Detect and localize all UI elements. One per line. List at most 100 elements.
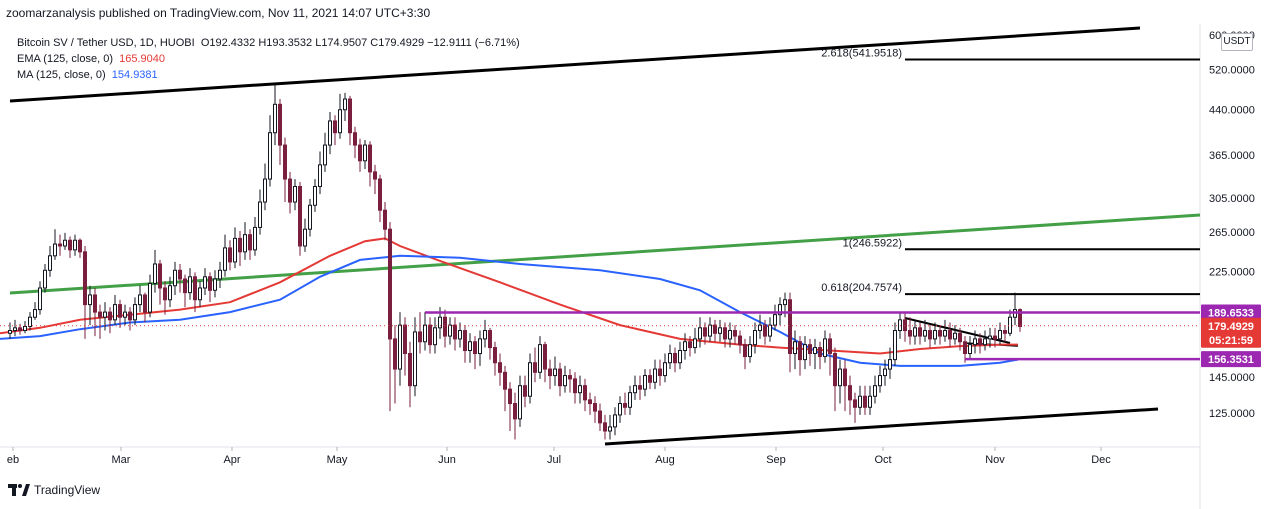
candle[interactable] xyxy=(938,325,942,345)
candle[interactable] xyxy=(973,330,977,354)
candle[interactable] xyxy=(293,179,297,211)
candle[interactable] xyxy=(328,111,332,155)
candle[interactable] xyxy=(743,338,747,370)
candle[interactable] xyxy=(808,338,812,366)
candle[interactable] xyxy=(603,414,607,440)
candle[interactable] xyxy=(208,272,212,303)
candle[interactable] xyxy=(953,325,957,345)
candle[interactable] xyxy=(193,272,197,313)
candle[interactable] xyxy=(978,333,982,354)
candle[interactable] xyxy=(968,336,972,360)
candle[interactable] xyxy=(8,322,12,339)
candle[interactable] xyxy=(893,322,897,366)
candle[interactable] xyxy=(33,302,37,320)
candle[interactable] xyxy=(353,126,357,159)
candle[interactable] xyxy=(983,330,987,351)
candle[interactable] xyxy=(88,285,92,326)
candle[interactable] xyxy=(283,137,287,203)
candle[interactable] xyxy=(778,297,782,326)
candle[interactable] xyxy=(563,365,567,393)
candle[interactable] xyxy=(828,333,832,376)
candle[interactable] xyxy=(23,321,27,334)
candle[interactable] xyxy=(853,392,857,423)
candle[interactable] xyxy=(908,317,912,345)
candle[interactable] xyxy=(858,385,862,415)
candle[interactable] xyxy=(883,359,887,386)
candle[interactable] xyxy=(823,330,827,363)
candle[interactable] xyxy=(558,362,562,397)
candle[interactable] xyxy=(433,317,437,354)
candle[interactable] xyxy=(813,338,817,370)
candle[interactable] xyxy=(948,322,952,348)
candle[interactable] xyxy=(343,92,347,121)
candle[interactable] xyxy=(138,285,142,313)
candle[interactable] xyxy=(818,341,822,370)
triangle-upper-line[interactable] xyxy=(904,317,1011,344)
candle[interactable] xyxy=(768,317,772,342)
candle[interactable] xyxy=(693,327,697,354)
candle[interactable] xyxy=(718,319,722,342)
candle[interactable] xyxy=(638,375,642,400)
candle[interactable] xyxy=(583,378,587,412)
candle[interactable] xyxy=(903,312,907,342)
candle[interactable] xyxy=(388,222,392,412)
candle[interactable] xyxy=(593,396,597,423)
candle[interactable] xyxy=(368,141,372,187)
candle[interactable] xyxy=(298,182,302,256)
candle[interactable] xyxy=(488,327,492,360)
candle[interactable] xyxy=(668,344,672,370)
candle[interactable] xyxy=(863,385,867,415)
candle[interactable] xyxy=(78,238,82,258)
candle[interactable] xyxy=(413,317,417,397)
candle[interactable] xyxy=(888,347,892,379)
candle[interactable] xyxy=(53,229,57,260)
candle[interactable] xyxy=(793,330,797,370)
candle[interactable] xyxy=(538,336,542,379)
candle[interactable] xyxy=(508,382,512,432)
candle[interactable] xyxy=(913,319,917,345)
candle[interactable] xyxy=(543,341,547,383)
candle[interactable] xyxy=(568,369,572,393)
candle[interactable] xyxy=(443,309,447,348)
candle[interactable] xyxy=(308,198,312,237)
candle[interactable] xyxy=(278,99,282,165)
candle[interactable] xyxy=(628,385,632,415)
candle[interactable] xyxy=(548,359,552,390)
candle[interactable] xyxy=(168,276,172,308)
candle[interactable] xyxy=(148,274,152,318)
candle[interactable] xyxy=(843,359,847,412)
candle[interactable] xyxy=(333,115,337,146)
candle[interactable] xyxy=(408,341,412,408)
candle[interactable] xyxy=(338,93,342,139)
candle[interactable] xyxy=(763,319,767,345)
candle[interactable] xyxy=(448,317,452,345)
candle[interactable] xyxy=(838,359,842,404)
upper-channel-line[interactable] xyxy=(9,26,1141,103)
candle[interactable] xyxy=(848,375,852,415)
candle[interactable] xyxy=(958,327,962,351)
candle[interactable] xyxy=(943,319,947,342)
candle[interactable] xyxy=(673,347,677,373)
candle[interactable] xyxy=(993,327,997,348)
candle[interactable] xyxy=(203,268,207,295)
candle[interactable] xyxy=(633,375,637,400)
candle[interactable] xyxy=(678,341,682,370)
candle[interactable] xyxy=(48,245,52,277)
candle[interactable] xyxy=(788,292,792,373)
candle[interactable] xyxy=(28,312,32,331)
candle[interactable] xyxy=(163,281,167,315)
candle[interactable] xyxy=(83,245,87,339)
tradingview-brand[interactable]: TradingView xyxy=(8,483,100,497)
candle[interactable] xyxy=(453,317,457,351)
candle[interactable] xyxy=(113,294,117,326)
candle[interactable] xyxy=(773,304,777,331)
candle[interactable] xyxy=(218,261,222,288)
candle[interactable] xyxy=(348,95,352,146)
candle[interactable] xyxy=(398,312,402,386)
candle[interactable] xyxy=(458,322,462,348)
candle[interactable] xyxy=(798,336,802,376)
candle[interactable] xyxy=(878,365,882,393)
candle[interactable] xyxy=(153,249,157,293)
candle[interactable] xyxy=(463,325,467,363)
